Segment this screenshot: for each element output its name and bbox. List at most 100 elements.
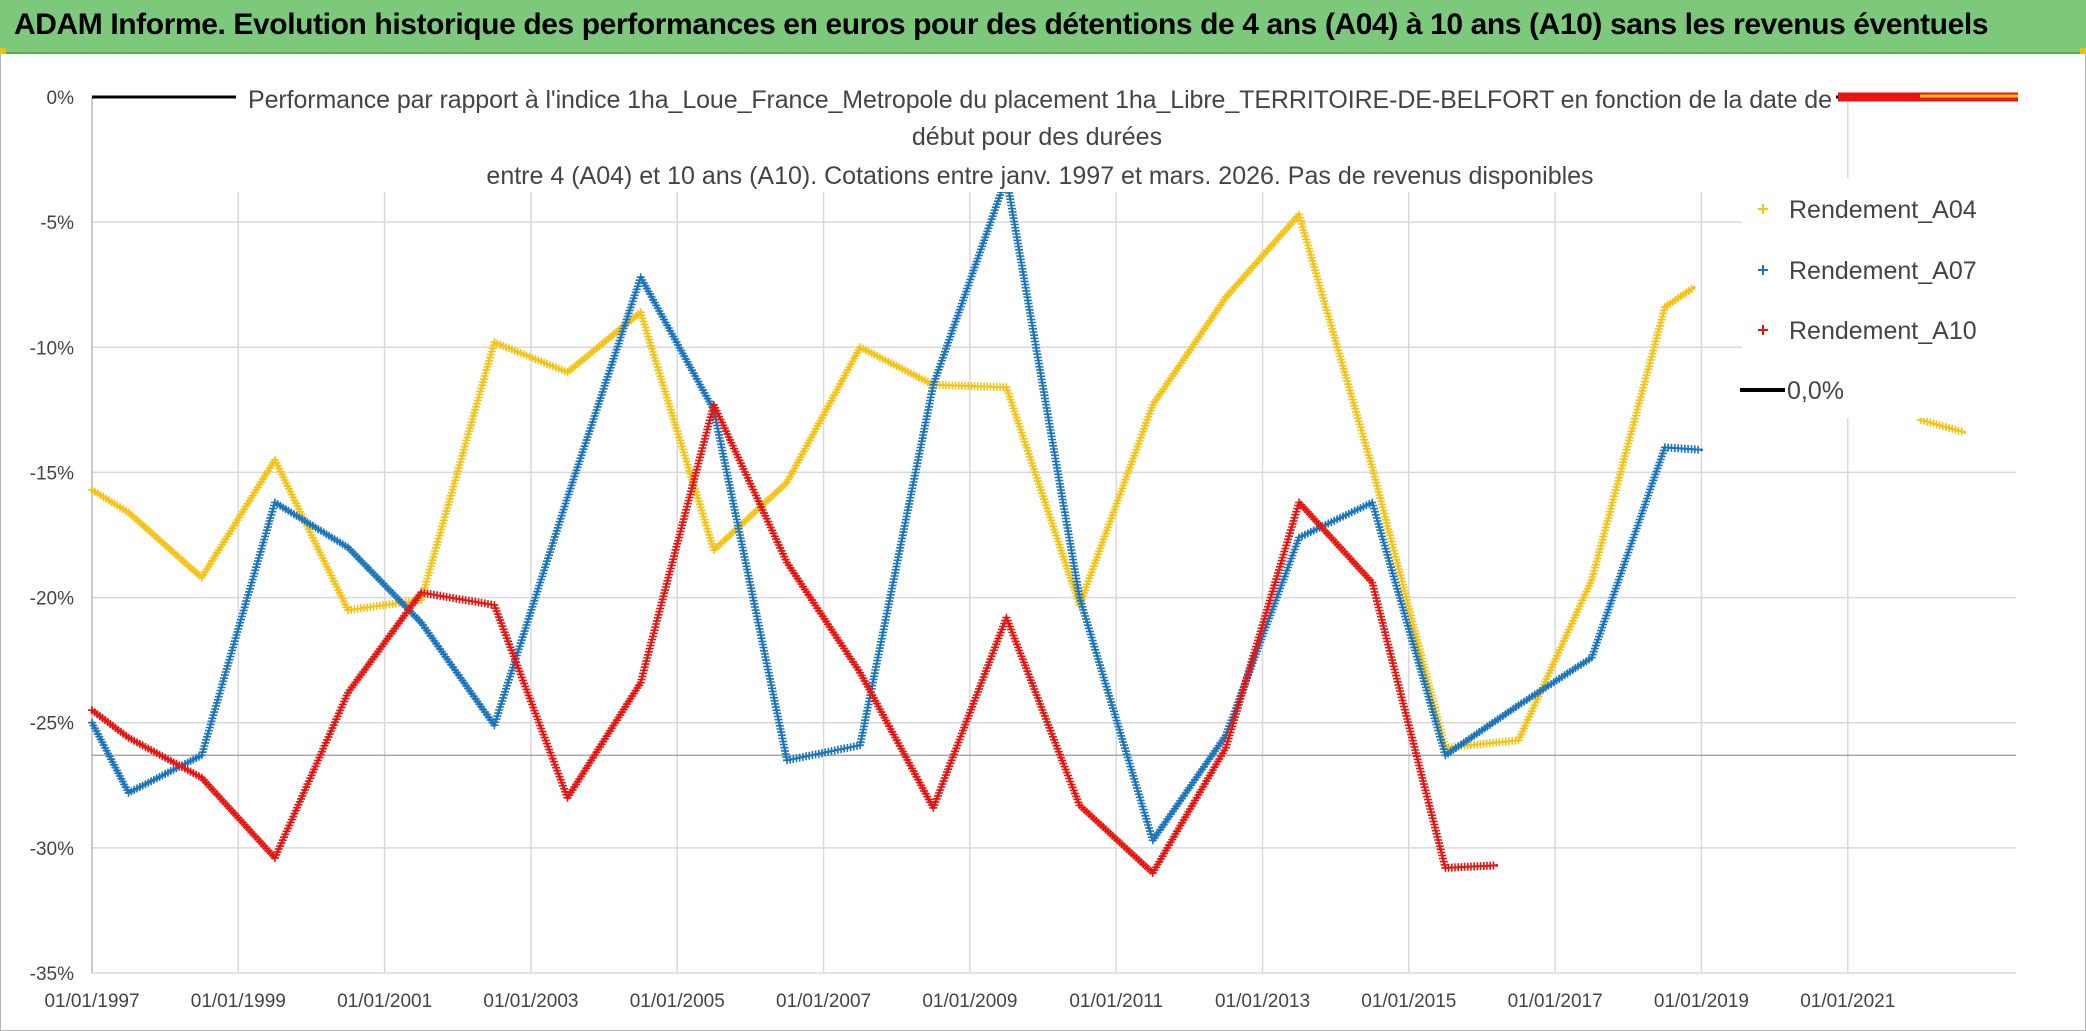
data-point (419, 598, 423, 602)
data-point (1224, 746, 1228, 750)
series-line (91, 213, 1695, 749)
data-point (1078, 596, 1082, 600)
data-point (712, 548, 716, 552)
chart-title-line: Performance par rapport à l'indice 1ha_L… (248, 86, 1832, 114)
data-point (346, 691, 350, 695)
data-point (419, 591, 423, 595)
data-point (1443, 866, 1447, 870)
y-tick-label: -25% (30, 714, 74, 735)
data-point (712, 403, 716, 407)
data-point (1495, 863, 1499, 867)
data-point (639, 310, 643, 314)
x-tick-label: 01/01/2005 (630, 991, 725, 1012)
data-point (127, 736, 131, 740)
data-point (639, 275, 643, 279)
data-point (1517, 738, 1521, 742)
legend-marker (1758, 325, 1768, 335)
y-tick-label: -15% (30, 463, 74, 484)
corner-marker-left (0, 48, 6, 54)
series-Rendement_A04 (88, 210, 1696, 752)
data-point (931, 383, 935, 387)
data-point (90, 721, 94, 725)
legend-label: Rendement_A10 (1789, 317, 1977, 345)
x-tick-label: 01/01/1999 (191, 991, 286, 1012)
data-point (1692, 285, 1696, 289)
x-tick-label: 01/01/2013 (1215, 991, 1310, 1012)
data-point (200, 753, 204, 757)
y-axis-ticks: 0% -5% -10% -15% -20% -25% -30% -35% (30, 88, 74, 985)
data-point (1699, 448, 1703, 452)
data-point (1590, 656, 1594, 660)
data-point (1004, 385, 1008, 389)
data-point (419, 621, 423, 625)
data-point (1151, 871, 1155, 875)
data-point (1370, 500, 1374, 504)
data-point (1443, 753, 1447, 757)
legend-marker (1758, 204, 1768, 214)
data-point (1078, 803, 1082, 807)
data-point (1517, 703, 1521, 707)
report-title: ADAM Informe. Evolution historique des p… (14, 8, 1989, 41)
x-tick-label: 01/01/2015 (1361, 991, 1456, 1012)
x-tick-label: 01/01/2007 (776, 991, 871, 1012)
x-tick-label: 01/01/2011 (1069, 991, 1163, 1012)
y-tick-label: -30% (30, 839, 74, 860)
data-point (1297, 213, 1301, 217)
data-point (1590, 578, 1594, 582)
data-point (273, 856, 277, 860)
data-point (1370, 465, 1374, 469)
series-fragment-Rendement_A04 (1916, 415, 1967, 436)
data-point (346, 608, 350, 612)
y-tick-label: -35% (30, 964, 74, 985)
data-point (1297, 536, 1301, 540)
legend-marker (1758, 265, 1768, 275)
data-point (492, 603, 496, 607)
y-tick-label: -20% (30, 589, 74, 610)
data-point (1963, 430, 1967, 434)
series-markers (88, 210, 1696, 752)
data-point (1004, 616, 1008, 620)
data-point (273, 500, 277, 504)
data-point (1919, 418, 1923, 422)
legend-background (1742, 178, 2018, 418)
data-point (566, 495, 570, 499)
x-tick-label: 01/01/2009 (922, 991, 1017, 1012)
chart-title-line: début pour des durées (912, 123, 1162, 151)
chart-grid (91, 96, 2016, 974)
data-point (492, 340, 496, 344)
data-point (858, 671, 862, 675)
series-Rendement_A10 (88, 400, 1499, 877)
chart-series (88, 173, 1967, 877)
x-tick-label: 01/01/1997 (44, 991, 139, 1012)
data-point (1663, 305, 1667, 309)
data-point (200, 776, 204, 780)
legend-label: 0,0% (1787, 377, 1844, 405)
data-point (785, 480, 789, 484)
y-tick-label: -5% (40, 213, 74, 234)
data-point (858, 345, 862, 349)
x-tick-label: 01/01/2003 (483, 991, 578, 1012)
data-point (1370, 581, 1374, 585)
data-point (1224, 295, 1228, 299)
data-point (90, 488, 94, 492)
data-point (1663, 445, 1667, 449)
chart-legend: Rendement_A04 Rendement_A07 Rendement_A10 0… (1740, 178, 2018, 418)
x-tick-label: 01/01/2021 (1800, 991, 1895, 1012)
x-tick-label: 01/01/2017 (1508, 991, 1603, 1012)
data-point (931, 806, 935, 810)
data-point (1151, 403, 1155, 407)
x-tick-label: 01/01/2001 (337, 991, 432, 1012)
data-point (566, 370, 570, 374)
x-tick-label: 01/01/2019 (1654, 991, 1749, 1012)
data-point (127, 791, 131, 795)
x-axis-ticks: 01/01/1997 01/01/1999 01/01/2001 01/01/2003… (44, 991, 1895, 1012)
series-markers (1916, 415, 1966, 436)
data-point (346, 546, 350, 550)
y-tick-label: 0% (47, 88, 75, 109)
y-tick-label: -10% (30, 338, 74, 359)
data-point (785, 758, 789, 762)
chart-title-line: entre 4 (A04) et 10 ans (A10). Cotations… (486, 162, 1593, 190)
data-point (1151, 838, 1155, 842)
data-point (492, 723, 496, 727)
